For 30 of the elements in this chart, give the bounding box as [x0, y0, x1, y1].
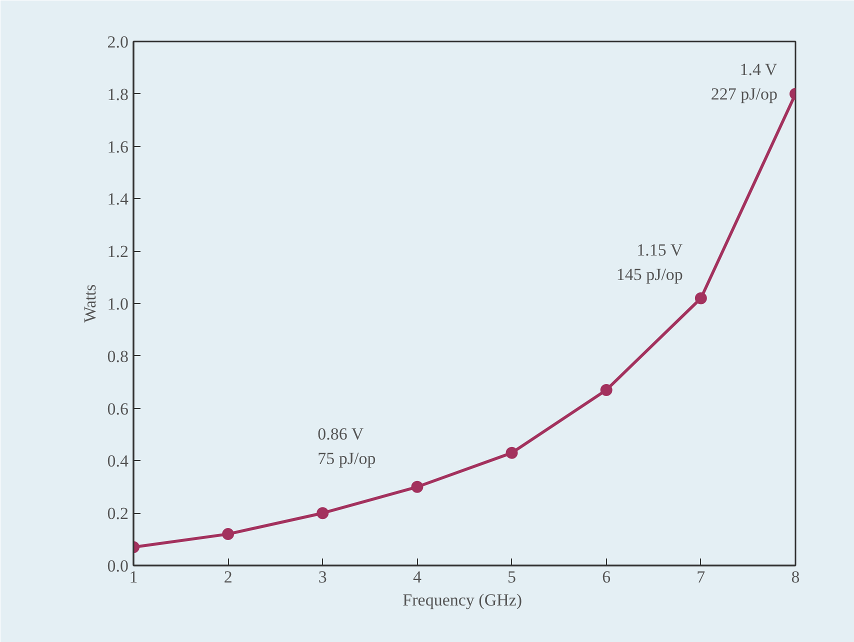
x-tick-label: 7: [696, 568, 706, 586]
x-tick-label: 6: [602, 568, 611, 586]
point: [411, 480, 424, 493]
y-tick-label: 1.6: [107, 137, 128, 156]
y-tick-label: 1.8: [107, 84, 128, 104]
point: [600, 384, 612, 396]
y-tick-label: 0.2: [107, 504, 128, 524]
x-tick-label: 2: [224, 568, 232, 586]
y-tick-label: 1.2: [107, 242, 128, 262]
x-tick-label: 4: [412, 568, 422, 586]
point: [506, 446, 518, 459]
annotation: 1.15 V 145 pJ/op: [616, 240, 684, 284]
point: [694, 292, 707, 304]
point: [222, 528, 234, 540]
annotation: 0.86 V 75 pJ/op: [318, 424, 376, 468]
y-tick-label: 0.8: [107, 346, 128, 366]
x-tick-label: 5: [508, 568, 516, 586]
y-tick-label: 0.4: [107, 452, 129, 471]
annotation: 1.4 V 227 pJ/op: [710, 60, 778, 104]
x-tick-label: 3: [318, 568, 327, 586]
y-axis-title: Watts: [80, 284, 100, 323]
x-tick-label: 1: [129, 568, 138, 586]
y-tick-label: 0.6: [107, 399, 128, 418]
y-tick-label: 0.0: [107, 556, 128, 576]
x-tick-label: 8: [791, 568, 800, 586]
point: [316, 507, 329, 520]
y-tick-label: 1.0: [107, 294, 128, 314]
x-axis-title: Frequency (GHz): [402, 590, 522, 610]
y-tick-label: 1.4: [107, 190, 129, 209]
y-tick-label: 2.0: [107, 32, 128, 52]
